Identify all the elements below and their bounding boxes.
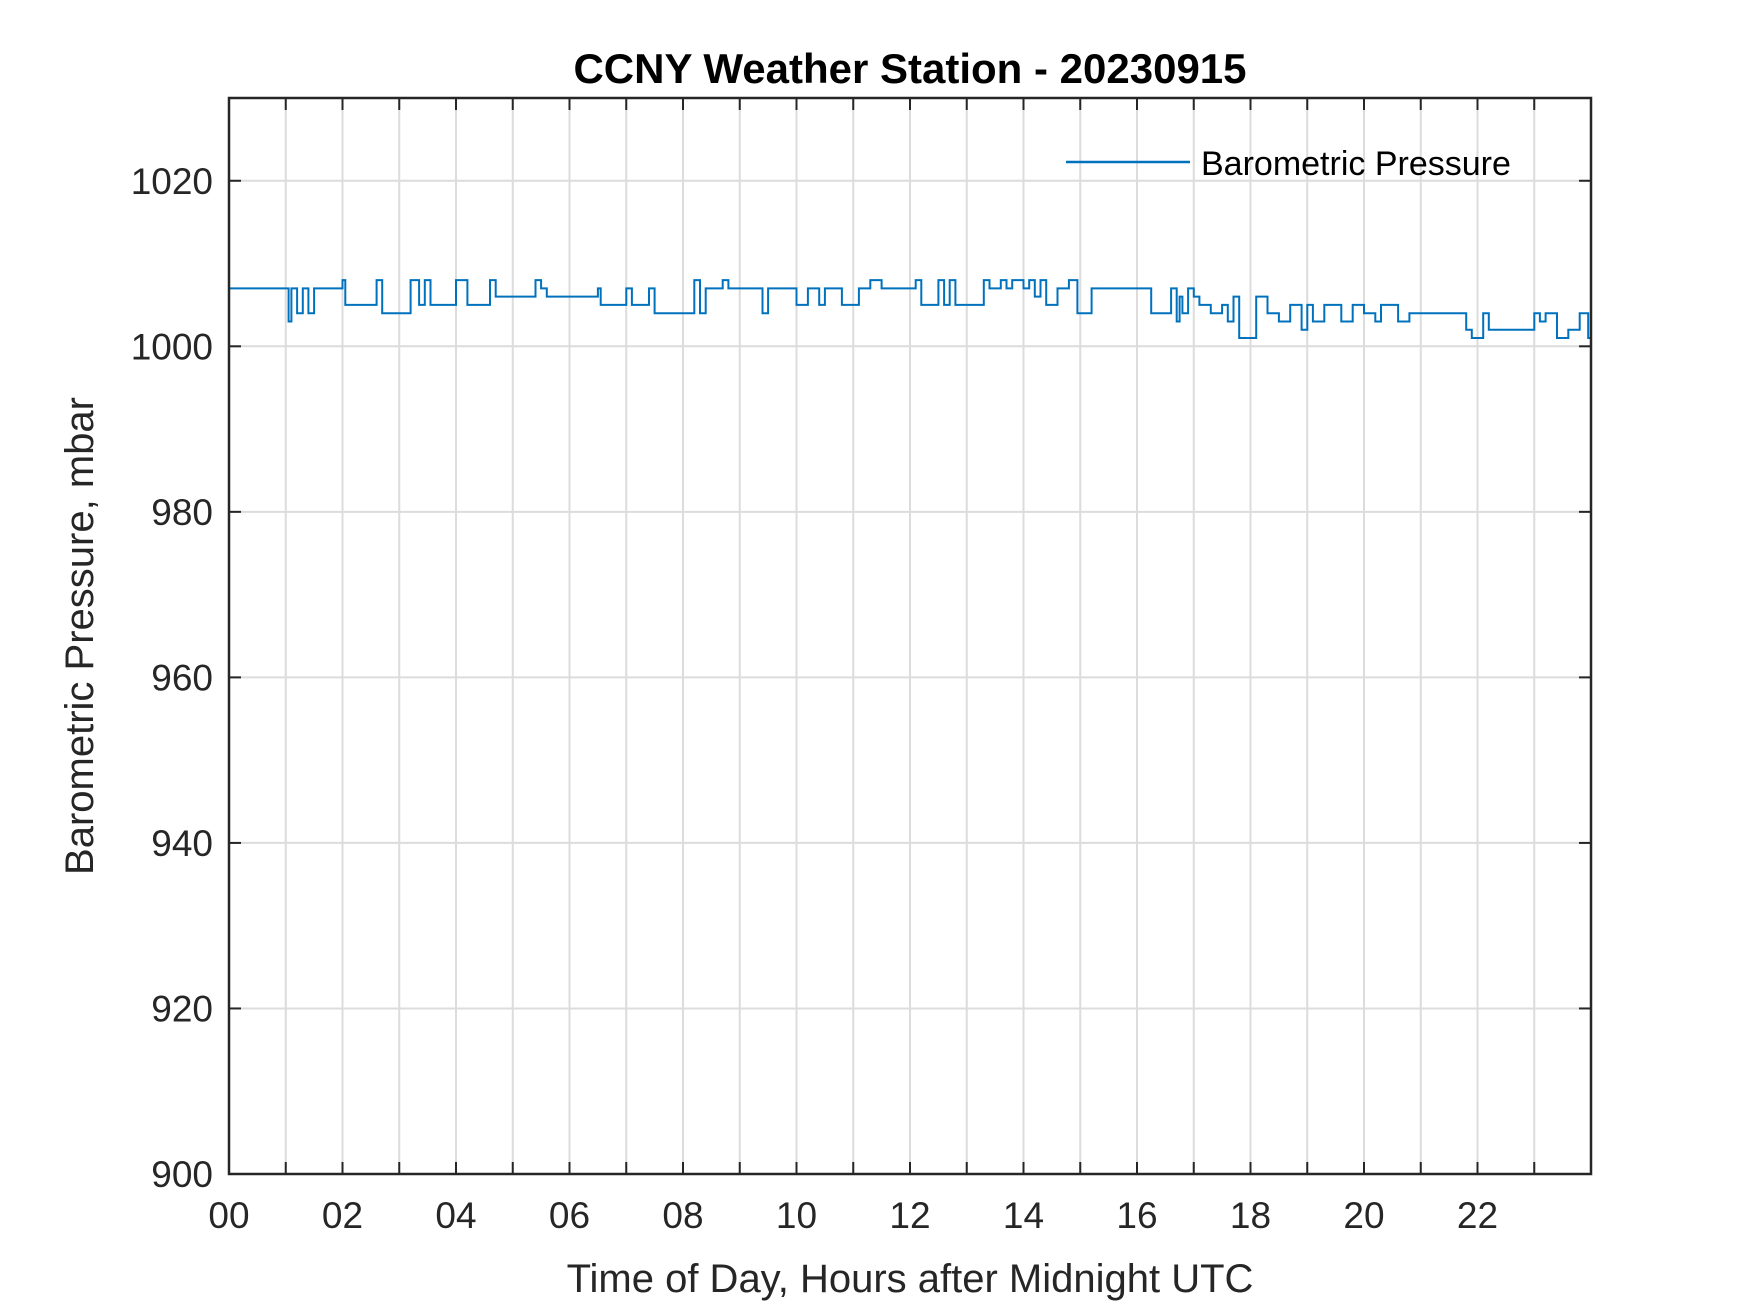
x-tick-label: 12 (889, 1195, 930, 1236)
x-tick-label: 22 (1457, 1195, 1498, 1236)
y-axis-label: Barometric Pressure, mbar (58, 397, 102, 875)
series-layer (229, 279, 1591, 339)
y-tick-label: 1000 (131, 326, 213, 367)
x-tick-label: 10 (776, 1195, 817, 1236)
y-tick-label: 900 (151, 1154, 213, 1195)
chart-title: CCNY Weather Station - 20230915 (573, 45, 1246, 92)
y-tick-label: 920 (151, 988, 213, 1029)
x-tick-label: 16 (1116, 1195, 1157, 1236)
x-tick-labels: 00 02 04 06 08 10 12 14 16 18 20 22 (208, 1195, 1498, 1236)
legend-label: Barometric Pressure (1201, 145, 1511, 183)
y-tick-label: 980 (151, 492, 213, 533)
x-tick-label: 04 (435, 1195, 476, 1236)
ticks (229, 98, 1591, 1175)
x-tick-label: 14 (1003, 1195, 1044, 1236)
grid (229, 98, 1591, 1174)
y-tick-label: 940 (151, 823, 213, 864)
y-tick-labels: 900 920 940 960 980 1000 1020 (131, 161, 213, 1195)
y-tick-label: 960 (151, 657, 213, 698)
x-tick-label: 08 (662, 1195, 703, 1236)
x-tick-label: 02 (322, 1195, 363, 1236)
x-tick-label: 18 (1230, 1195, 1271, 1236)
x-tick-label: 20 (1343, 1195, 1384, 1236)
x-axis-label: Time of Day, Hours after Midnight UTC (567, 1257, 1254, 1301)
plot-frame (227, 96, 1593, 1176)
legend: Barometric Pressure (1066, 145, 1511, 183)
y-tick-label: 1020 (131, 161, 213, 202)
x-tick-label: 00 (208, 1195, 249, 1236)
series-line-barometric-pressure (229, 279, 1591, 339)
x-tick-label: 06 (549, 1195, 590, 1236)
